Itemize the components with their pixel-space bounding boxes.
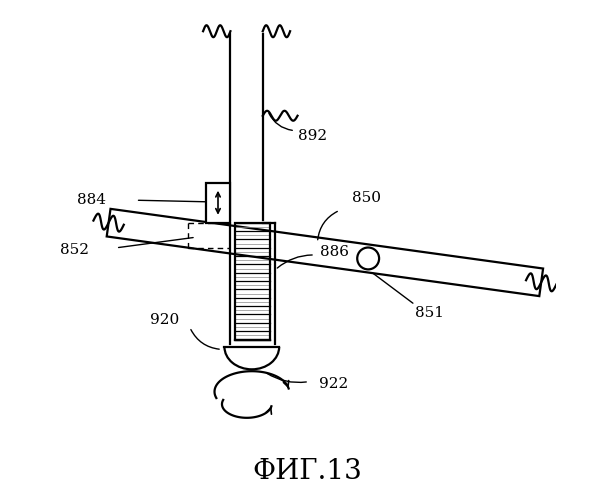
Text: 920: 920	[151, 312, 180, 326]
Text: 851: 851	[415, 306, 445, 320]
Bar	[205, 183, 231, 222]
Text: 884: 884	[77, 194, 106, 207]
Text: ФИГ.13: ФИГ.13	[253, 458, 362, 485]
Text: 886: 886	[320, 246, 349, 260]
Text: 850: 850	[352, 191, 381, 205]
Text: 922: 922	[319, 377, 348, 391]
Bar	[236, 222, 270, 340]
Text: 892: 892	[298, 128, 327, 142]
Polygon shape	[107, 209, 543, 296]
Circle shape	[357, 248, 379, 270]
Text: 852: 852	[60, 243, 89, 257]
